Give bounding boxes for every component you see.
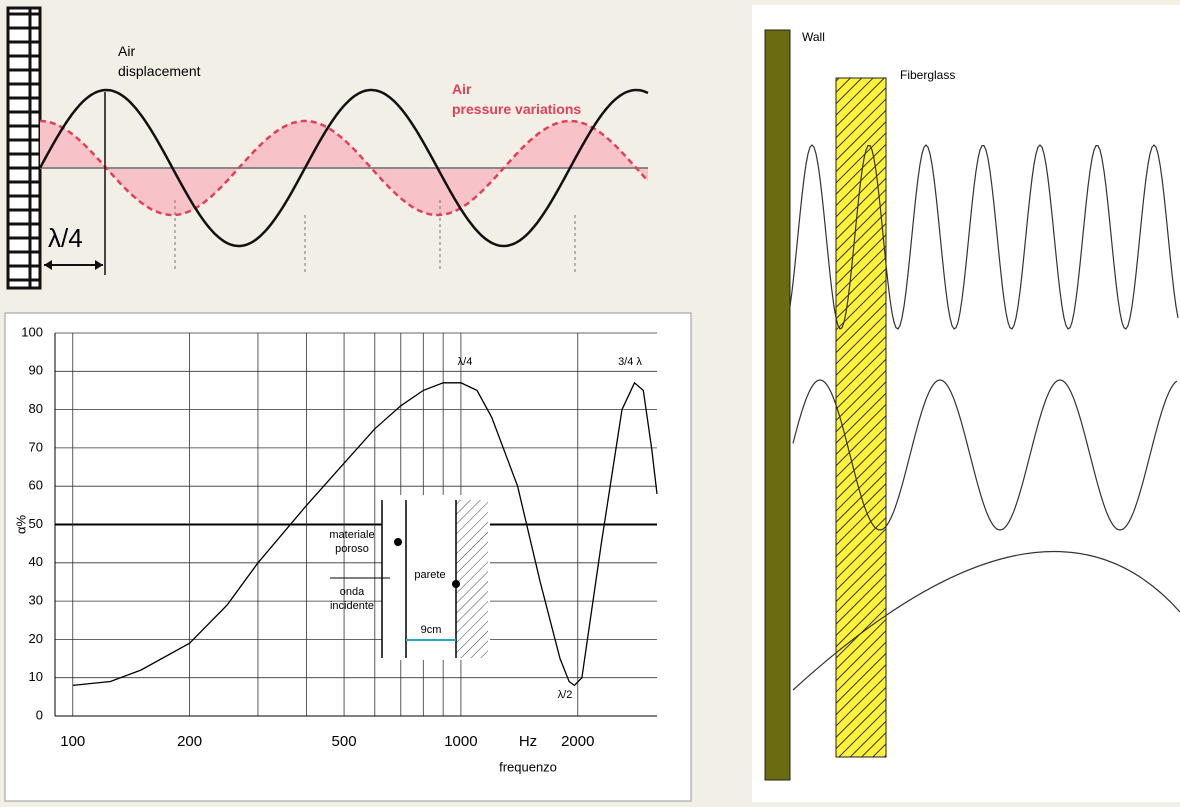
node-lines xyxy=(175,200,575,272)
x-tick-label: 100 xyxy=(60,733,85,750)
y-tick-label: 0 xyxy=(36,707,43,722)
y-tick-label: 20 xyxy=(29,631,43,646)
annotation: λ/2 xyxy=(558,689,573,701)
figure: Airdisplacement Airpressure variations λ… xyxy=(0,0,1180,802)
x-tick-label: 500 xyxy=(332,733,357,750)
x-tick-label: 200 xyxy=(177,733,202,750)
annotation: λ/4 xyxy=(458,356,473,368)
inset-dot xyxy=(452,580,460,588)
inset-dot xyxy=(394,538,402,546)
inset-wall xyxy=(456,500,488,658)
wall xyxy=(765,30,790,780)
x-axis-label: frequenzo xyxy=(499,759,557,774)
label: λ/4 xyxy=(48,223,83,253)
y-tick-label: 40 xyxy=(29,554,43,569)
y-tick-label: 50 xyxy=(29,516,43,531)
y-tick-label: 80 xyxy=(29,401,43,416)
x-unit: Hz xyxy=(519,733,537,750)
annotation: 3/4 λ xyxy=(618,356,642,368)
y-tick-label: 30 xyxy=(29,593,43,608)
x-tick-label: 2000 xyxy=(561,733,594,750)
y-tick-label: 90 xyxy=(29,363,43,378)
label: Fiberglass xyxy=(900,68,955,82)
y-tick-label: 10 xyxy=(29,669,43,684)
y-tick-label: 100 xyxy=(21,324,43,339)
page: Airdisplacement Airpressure variations λ… xyxy=(0,0,1180,802)
y-axis-label: α% xyxy=(13,515,28,535)
y-tick-label: 60 xyxy=(29,478,43,493)
x-tick-label: 1000 xyxy=(444,733,477,750)
inset-label: 9cm xyxy=(421,624,442,636)
label: Wall xyxy=(802,30,825,44)
chart-panel xyxy=(5,313,691,801)
inset-label: parete xyxy=(414,569,445,581)
y-tick-label: 70 xyxy=(29,439,43,454)
brick-wall xyxy=(8,8,40,288)
right-panel xyxy=(752,5,1180,802)
